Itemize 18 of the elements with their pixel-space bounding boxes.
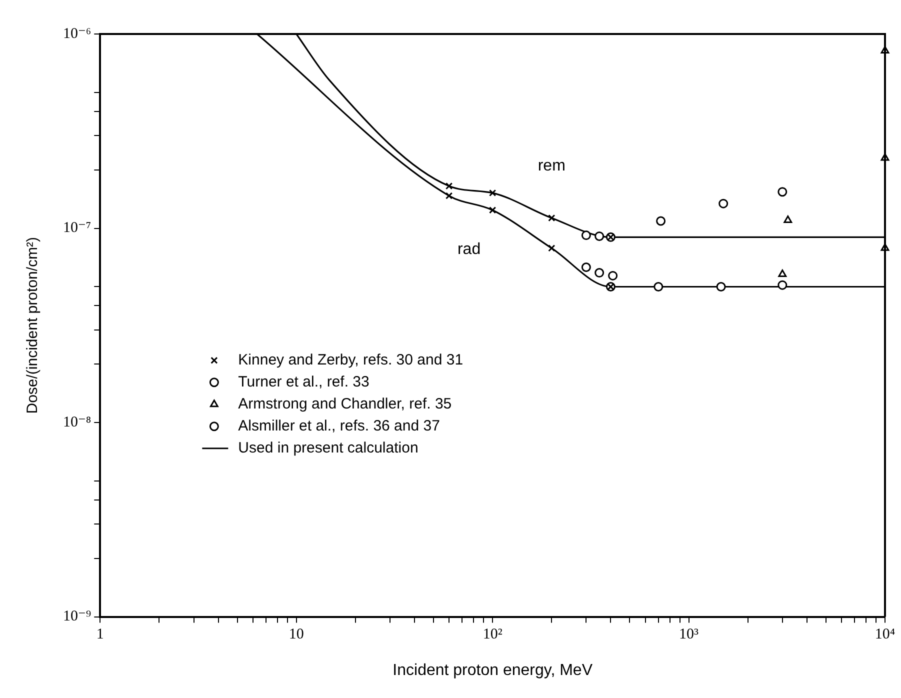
y-tick-label: 10⁻⁷	[62, 220, 92, 236]
legend-label: Turner et al., ref. 33	[238, 374, 370, 391]
y-tick-label: 10⁻⁹	[62, 608, 92, 625]
x-tick-label: 1	[96, 626, 104, 643]
legend-label: Armstrong and Chandler, ref. 35	[238, 396, 452, 413]
x-axis-title: Incident proton energy, MeV	[392, 662, 593, 679]
x-tick-label: 10³	[679, 626, 700, 643]
annotation: rem	[538, 157, 566, 174]
y-tick-label: 10⁻⁸	[62, 414, 92, 430]
y-axis-title: Dose/(incident proton/cm²)	[24, 237, 42, 414]
x-tick-label: 10	[288, 626, 304, 643]
annotation: rad	[457, 241, 481, 258]
x-tick-label: 10⁴	[874, 626, 896, 643]
legend-label: Kinney and Zerby, refs. 30 and 31	[238, 352, 464, 369]
x-tick-label: 10²	[482, 626, 503, 643]
legend-label: Alsmiller et al., refs. 36 and 37	[238, 418, 440, 435]
y-tick-label: 10⁻⁶	[62, 26, 92, 42]
legend-label: Used in present calculation	[238, 440, 418, 457]
